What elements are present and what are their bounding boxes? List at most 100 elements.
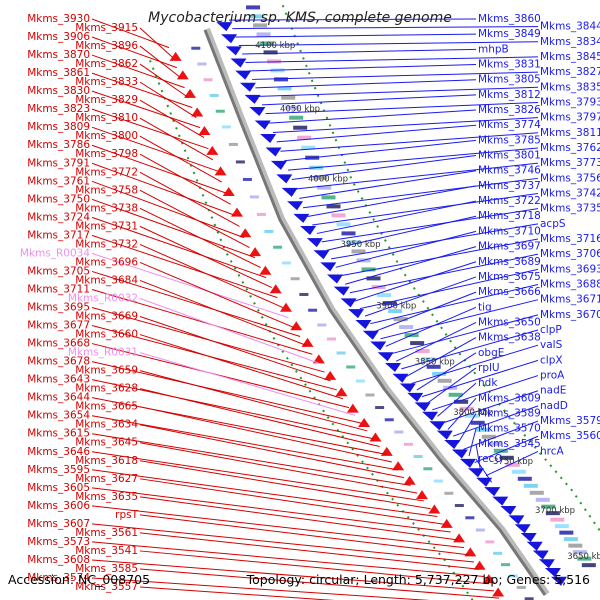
reverse-strand-gene — [436, 430, 453, 440]
topology-text: Topology: circular; Length: 5,737,227 bp… — [246, 572, 590, 587]
feature-block — [366, 276, 381, 281]
genome-backbone-shadow — [204, 27, 550, 596]
gene-label-forward: Mkms_3628 — [75, 383, 138, 395]
reverse-strand-gene — [520, 532, 537, 542]
feature-block — [346, 365, 356, 369]
gene-label-forward: Mkms_3731 — [75, 220, 138, 232]
gene-label-forward: Mkms_3595 — [27, 464, 90, 476]
leader-line — [139, 153, 231, 205]
gene-label-forward: Mkms_3829 — [75, 94, 138, 106]
forward-strand-gene — [249, 247, 262, 257]
forward-strand-gene — [403, 475, 416, 485]
reverse-strand-gene — [429, 421, 446, 431]
gene-label-reverse: Mkms_3675 — [478, 271, 541, 283]
reverse-strand-gene — [500, 506, 517, 516]
feature-block — [470, 420, 485, 425]
gene-label-reverse: nadE — [540, 385, 566, 397]
leader-line — [91, 72, 193, 109]
reverse-strand-gene — [230, 58, 247, 68]
leader-line — [406, 337, 477, 377]
leader-line — [401, 329, 539, 370]
leader-line — [232, 26, 539, 30]
leader-line — [312, 192, 539, 226]
feature-block — [559, 530, 574, 535]
gene-label-reverse: Mkms_3706 — [540, 248, 600, 260]
feature-block — [511, 469, 526, 474]
gene-label-reverse: Mkms_3710 — [478, 225, 541, 237]
gene-label-forward: Mkms_3732 — [75, 238, 138, 250]
forward-strand-gene — [416, 490, 428, 500]
gene-label-forward: Mkms_3930 — [27, 13, 90, 25]
leader-line — [91, 216, 267, 279]
leader-line — [91, 577, 431, 600]
reverse-strand-gene — [476, 477, 493, 487]
reverse-strand-gene — [526, 541, 543, 551]
gene-label-forward: Mkms_3574 — [27, 572, 90, 584]
reverse-strand-gene — [265, 147, 282, 157]
reverse-strand-gene — [347, 309, 364, 319]
reverse-strand-gene — [293, 213, 310, 223]
gene-label-forward: Mkms_3750 — [27, 193, 90, 205]
leader-line — [284, 139, 477, 162]
gene-label-reverse: Mkms_3671 — [540, 294, 600, 306]
leader-line — [276, 124, 477, 143]
gene-label-reverse: Mkms_3688 — [540, 279, 600, 291]
feature-block — [382, 301, 397, 306]
feature-block — [336, 351, 346, 355]
feature-block — [499, 455, 514, 460]
feature-block — [326, 337, 336, 341]
gene-label-reverse: obgE — [478, 347, 504, 359]
leader-line — [91, 505, 465, 549]
gene-label-reverse: Mkms_3693 — [540, 263, 600, 275]
reverse-strand-gene — [355, 319, 372, 329]
gene-label-reverse: Mkms_3689 — [478, 256, 541, 268]
feature-block — [501, 563, 511, 567]
leader-line — [272, 117, 539, 133]
forward-strand-gene — [198, 125, 211, 135]
gene-label-forward: Mkms_3758 — [75, 184, 138, 196]
feature-block — [454, 399, 469, 404]
gene-label-reverse: Mkms_3670 — [540, 309, 600, 321]
feature-block — [577, 556, 592, 561]
feature-block — [242, 177, 252, 181]
gene-label-forward: Mkms_3791 — [27, 157, 90, 169]
leader-line — [248, 64, 477, 72]
gene-label-forward: Mkms_3862 — [75, 58, 138, 70]
gene-label-reverse: Mkms_3666 — [478, 286, 541, 298]
reverse-strand-gene — [244, 94, 261, 104]
feature-block — [384, 418, 394, 422]
feature-block — [215, 109, 225, 113]
leader-line — [287, 147, 539, 171]
forward-strand-gene — [453, 533, 466, 543]
gene-label-reverse: clpX — [540, 354, 563, 366]
feature-block — [415, 349, 430, 354]
gene-label-reverse: Mkms_3834 — [540, 36, 600, 48]
feature-block — [423, 467, 433, 471]
feature-block — [221, 125, 231, 129]
gene-label-forward: Mkms_3585 — [75, 563, 138, 575]
gene-label-reverse: Mkms_3609 — [478, 392, 541, 404]
gene-label-reverse: valS — [540, 339, 563, 351]
reverse-strand-gene — [281, 187, 298, 197]
feature-block — [476, 427, 491, 432]
leader-line — [235, 33, 477, 38]
feature-block — [228, 142, 238, 146]
gene-label-reverse: Mkms_3812 — [478, 89, 541, 101]
reverse-strand-gene — [414, 402, 431, 412]
leader-line — [139, 117, 214, 161]
gene-label-forward: Mkms_3915 — [75, 22, 138, 34]
leader-line — [269, 109, 477, 124]
feature-block — [293, 125, 308, 130]
forward-strand-gene — [492, 587, 505, 597]
forward-strand-gene — [191, 107, 204, 117]
feature-block — [317, 323, 327, 327]
feature-block — [260, 41, 275, 46]
leader-line — [139, 243, 284, 309]
leader-line — [139, 406, 392, 463]
forward-strand-gene — [358, 418, 371, 428]
leader-line — [475, 458, 493, 483]
reverse-strand-gene — [221, 34, 238, 44]
leader-line — [91, 36, 177, 69]
feature-block — [487, 441, 502, 446]
gene-label-forward: Mkms_3678 — [27, 356, 90, 368]
